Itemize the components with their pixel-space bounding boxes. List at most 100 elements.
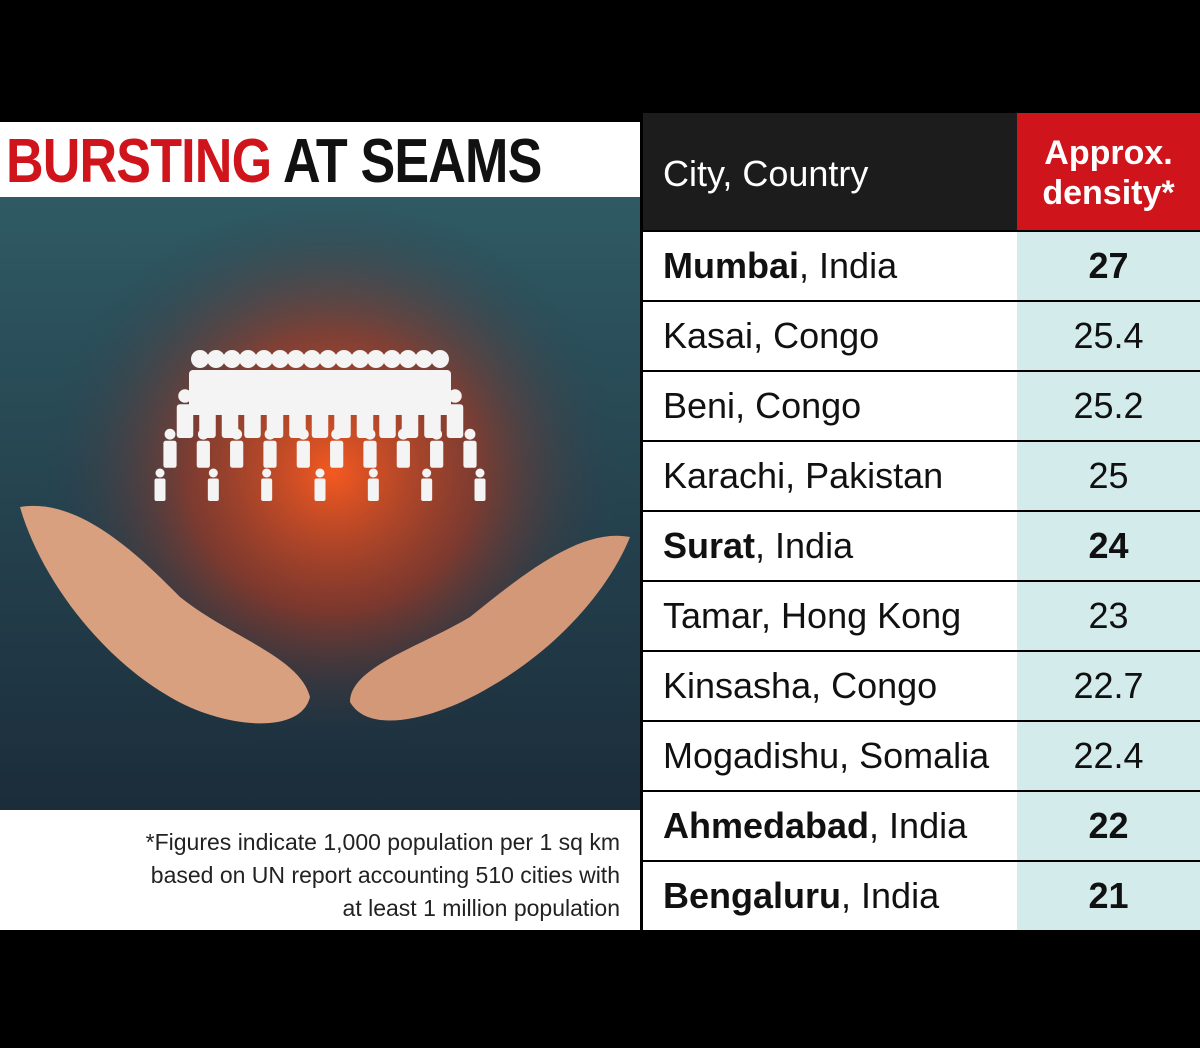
- person-body: [196, 440, 210, 468]
- person-head: [155, 468, 165, 478]
- person-head: [223, 350, 241, 368]
- person-head: [319, 350, 337, 368]
- person-head: [448, 389, 462, 403]
- city-cell: Beni, Congo: [643, 372, 1017, 440]
- city-cell: Kasai, Congo: [643, 302, 1017, 370]
- country: , India: [799, 245, 898, 286]
- header-city: City, Country: [643, 113, 1017, 230]
- density-cell: 22.4: [1017, 722, 1200, 790]
- city: Bengaluru: [663, 875, 842, 916]
- city: Tamar: [663, 595, 762, 636]
- person-head: [287, 350, 305, 368]
- footnote-line: based on UN report accounting 510 cities…: [150, 862, 620, 888]
- person-body: [446, 404, 464, 438]
- city: Kasai: [663, 315, 754, 356]
- person-head: [335, 350, 353, 368]
- person-body: [207, 478, 219, 501]
- person-body: [176, 404, 194, 438]
- person-body: [367, 478, 379, 501]
- person-head: [431, 350, 449, 368]
- density-cell: 25.4: [1017, 302, 1200, 370]
- density-cell: 27: [1017, 232, 1200, 300]
- person-head: [191, 350, 209, 368]
- city: Ahmedabad: [663, 805, 870, 846]
- header-density-line: density*: [1042, 174, 1175, 212]
- person-body: [314, 478, 326, 501]
- density-cell: 25: [1017, 442, 1200, 510]
- person-head: [351, 350, 369, 368]
- city: Beni: [663, 385, 736, 426]
- person-body: [430, 440, 444, 468]
- country: , Pakistan: [785, 455, 944, 496]
- person-body: [230, 440, 244, 468]
- person-body: [261, 478, 273, 501]
- person-body: [463, 440, 477, 468]
- hand-left: [20, 505, 310, 724]
- title-red: BURSTING: [6, 127, 272, 196]
- density-cell: 22.7: [1017, 652, 1200, 720]
- city-cell: Bengaluru, India: [643, 862, 1017, 930]
- city-cell: Mogadishu, Somalia: [643, 722, 1017, 790]
- footnote-line: at least 1 million population: [342, 895, 620, 921]
- person-body: [421, 478, 433, 501]
- city-cell: Mumbai, India: [643, 232, 1017, 300]
- title: BURSTING AT SEAMS: [6, 126, 542, 197]
- person-head: [368, 468, 378, 478]
- country: , Congo: [811, 665, 938, 706]
- person-head: [303, 350, 321, 368]
- person-head: [207, 350, 225, 368]
- country: , India: [755, 525, 854, 566]
- person-head: [255, 350, 273, 368]
- city-cell: Kinsasha, Congo: [643, 652, 1017, 720]
- person-head: [178, 389, 192, 403]
- country: , India: [841, 875, 940, 916]
- person-body: [296, 440, 310, 468]
- header-density-line: Approx.: [1044, 134, 1173, 172]
- people: [154, 350, 486, 501]
- person-body: [163, 440, 177, 468]
- title-black: AT SEAMS: [282, 127, 542, 196]
- density-cell: 25.2: [1017, 372, 1200, 440]
- person-head: [464, 428, 476, 440]
- density-cell: 24: [1017, 512, 1200, 580]
- city-cell: Surat, India: [643, 512, 1017, 580]
- person-head: [262, 468, 272, 478]
- person-body: [429, 370, 451, 415]
- footnote-line: *Figures indicate 1,000 population per 1…: [145, 829, 620, 855]
- city: Surat: [663, 525, 756, 566]
- person-head: [399, 350, 417, 368]
- country: , Congo: [735, 385, 862, 426]
- person-head: [475, 468, 485, 478]
- person-head: [164, 428, 176, 440]
- glow: [0, 197, 640, 810]
- person-body: [474, 478, 486, 501]
- person-head: [239, 350, 257, 368]
- city-cell: Karachi, Pakistan: [643, 442, 1017, 510]
- density-cell: 22: [1017, 792, 1200, 860]
- person-head: [315, 468, 325, 478]
- title-bar: BURSTING AT SEAMS: [0, 122, 640, 197]
- person-head: [271, 350, 289, 368]
- illustration: [0, 197, 640, 810]
- country: , India: [869, 805, 968, 846]
- city: Kinsasha: [663, 665, 812, 706]
- person-head: [415, 350, 433, 368]
- person-body: [396, 440, 410, 468]
- country: , Hong Kong: [761, 595, 962, 636]
- city-cell: Ahmedabad, India: [643, 792, 1017, 860]
- city: Karachi: [663, 455, 786, 496]
- city: Mumbai: [663, 245, 800, 286]
- person-body: [263, 440, 277, 468]
- header-density: Approx. density*: [1017, 113, 1200, 230]
- person-head: [208, 468, 218, 478]
- city-cell: Tamar, Hong Kong: [643, 582, 1017, 650]
- hand-right: [350, 535, 630, 721]
- person-body: [363, 440, 377, 468]
- person-body: [330, 440, 344, 468]
- person-head: [367, 350, 385, 368]
- density-cell: 21: [1017, 862, 1200, 930]
- density-cell: 23: [1017, 582, 1200, 650]
- footnote: *Figures indicate 1,000 population per 1…: [0, 810, 640, 930]
- city: Mogadishu: [663, 735, 840, 776]
